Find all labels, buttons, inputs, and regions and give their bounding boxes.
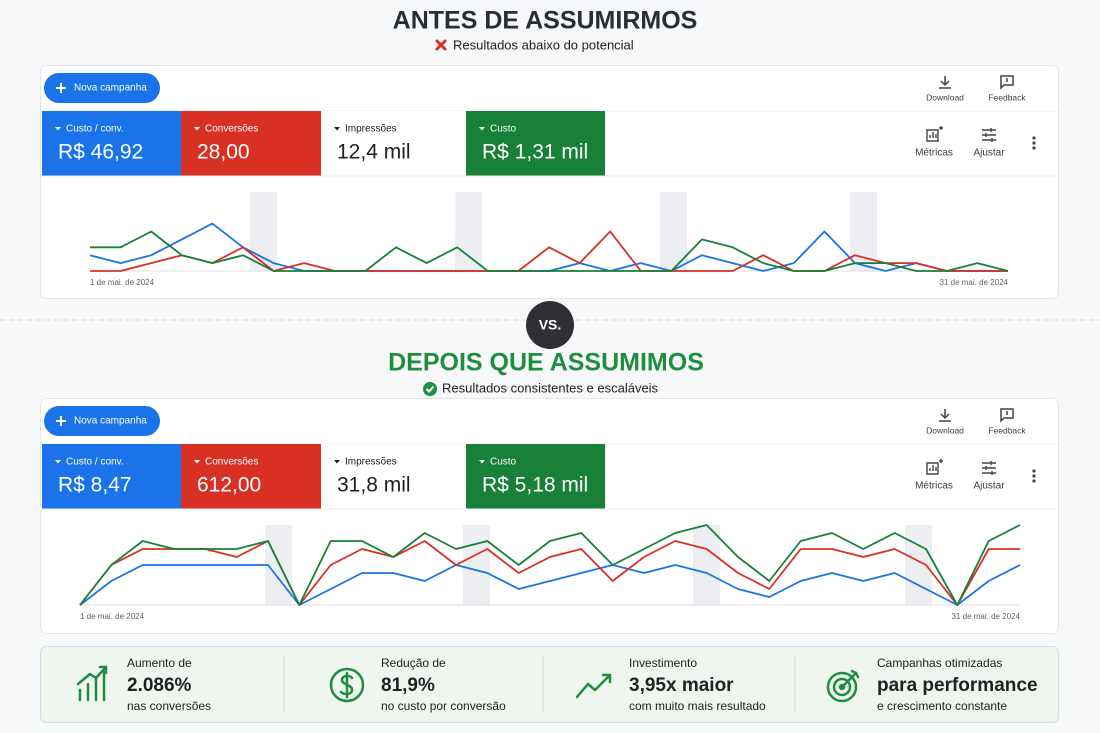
x-start-label: 1 de mai. de 2024 — [90, 278, 155, 287]
metric-tile[interactable] — [181, 111, 321, 176]
vs-text: VS. — [539, 317, 562, 333]
stats-icons — [76, 665, 860, 703]
check-mark — [425, 385, 435, 393]
x-end-label: 31 de mai. de 2024 — [940, 278, 1009, 287]
metric-value: R$ 8,47 — [58, 474, 132, 497]
kebab-dot[interactable] — [1032, 136, 1036, 140]
weekend-band — [250, 192, 277, 271]
dropdown-caret — [479, 460, 485, 464]
action-label[interactable]: Download — [926, 92, 964, 102]
dropdown-caret — [479, 127, 485, 131]
feedback-icon[interactable] — [1000, 75, 1014, 90]
kebab-dot[interactable] — [1032, 141, 1036, 145]
plus-icon — [56, 416, 66, 426]
metric-value: R$ 5,18 mil — [482, 474, 588, 497]
metric-tile[interactable] — [321, 111, 466, 176]
tool-label[interactable]: Ajustar — [973, 148, 1005, 159]
adjust-icon[interactable] — [982, 128, 996, 142]
metric-name: Custo — [490, 457, 517, 468]
dropdown-caret — [55, 460, 61, 464]
stat-label: Campanhas otimizadas — [877, 656, 1002, 670]
stat-note: com muito mais resultado — [629, 699, 766, 713]
stat-note: nas conversões — [127, 699, 211, 713]
series-line — [79, 524, 1021, 606]
metric-value: 12,4 mil — [337, 141, 411, 164]
download-icon[interactable] — [939, 409, 951, 422]
metric-name: Conversões — [205, 457, 258, 468]
metric-tile[interactable] — [181, 444, 321, 509]
dropdown-caret — [194, 127, 200, 131]
kebab-dot[interactable] — [1032, 146, 1036, 150]
new-campaign-button[interactable] — [44, 406, 160, 436]
stat-label: Aumento de — [127, 656, 192, 670]
download-icon[interactable] — [939, 76, 951, 89]
vs-badge — [526, 301, 574, 349]
plus-icon — [56, 83, 66, 93]
weekend-band — [660, 192, 687, 271]
stat-note: e crescimento constante — [877, 699, 1007, 713]
metric-name: Impressões — [345, 124, 397, 135]
new-campaign-button[interactable] — [44, 73, 160, 103]
before-title: ANTES DE ASSUMIRMOS — [393, 7, 698, 35]
adjust-icon[interactable] — [982, 461, 996, 475]
stat-value: para performance — [877, 675, 1038, 696]
before-subtitle: Resultados abaixo do potencial — [453, 37, 634, 52]
stat-note: no custo por conversão — [381, 699, 506, 713]
after-subtitle: Resultados consistentes e escaláveis — [442, 380, 659, 395]
action-label[interactable]: Feedback — [988, 92, 1026, 102]
kebab-dot[interactable] — [1032, 479, 1036, 483]
weekend-band — [693, 525, 720, 605]
button-label: Nova campanha — [74, 83, 147, 94]
kebab-dot[interactable] — [1032, 474, 1036, 478]
stats-bar — [40, 646, 1059, 723]
stat-label: Redução de — [381, 656, 446, 670]
dropdown-caret — [194, 460, 200, 464]
dropdown-caret — [55, 127, 61, 131]
tool-label[interactable]: Métricas — [915, 481, 953, 492]
metric-value: 31,8 mil — [337, 474, 411, 497]
metric-tile[interactable] — [466, 444, 605, 509]
metric-value: R$ 46,92 — [58, 141, 143, 164]
series-line — [90, 230, 1009, 272]
tool-label[interactable]: Métricas — [915, 148, 953, 159]
dropdown-caret — [334, 460, 340, 464]
metric-name: Impressões — [345, 457, 397, 468]
metrics-icon[interactable] — [926, 126, 943, 142]
metrics-icon[interactable] — [926, 459, 943, 475]
stat-value: 81,9% — [381, 675, 435, 696]
metric-value: 28,00 — [197, 141, 250, 164]
metric-tile[interactable] — [42, 444, 181, 509]
after-title: DEPOIS QUE ASSUMIMOS — [388, 349, 704, 377]
x-start-label: 1 de mai. de 2024 — [80, 612, 145, 621]
kebab-dot[interactable] — [1032, 469, 1036, 473]
series-line — [79, 564, 1021, 606]
stat-value: 2.086% — [127, 675, 192, 696]
feedback-icon[interactable] — [1000, 408, 1014, 423]
metric-value: 612,00 — [197, 474, 261, 497]
action-label[interactable]: Download — [926, 425, 964, 435]
x-end-label: 31 de mai. de 2024 — [952, 612, 1021, 621]
weekend-band — [463, 525, 490, 605]
metric-tile[interactable] — [466, 111, 605, 176]
weekend-band — [905, 525, 932, 605]
metric-name: Custo — [490, 124, 517, 135]
metric-name: Custo / conv. — [66, 124, 124, 135]
metric-name: Conversões — [205, 124, 258, 135]
metric-value: R$ 1,31 mil — [482, 141, 588, 164]
tool-label[interactable]: Ajustar — [973, 481, 1005, 492]
weekend-band — [265, 525, 292, 605]
stat-value: 3,95x maior — [629, 675, 734, 696]
series-line — [79, 540, 1020, 606]
action-label[interactable]: Feedback — [988, 425, 1026, 435]
dropdown-caret — [334, 127, 340, 131]
series-line — [90, 230, 1008, 272]
cross-icon — [435, 39, 447, 51]
metric-tile[interactable] — [321, 444, 466, 509]
metric-tile[interactable] — [42, 111, 181, 176]
stat-label: Investimento — [629, 656, 697, 670]
weekend-band — [455, 192, 482, 271]
button-label: Nova campanha — [74, 416, 147, 427]
metric-name: Custo / conv. — [66, 457, 124, 468]
